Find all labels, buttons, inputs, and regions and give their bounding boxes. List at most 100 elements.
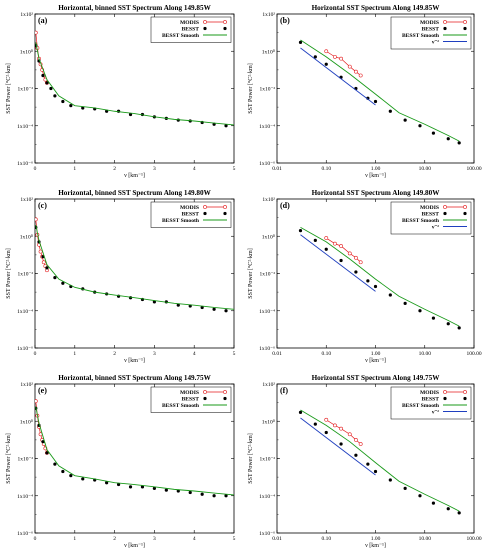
legend-label: BESST bbox=[182, 26, 200, 32]
y-tick-label: 1x10² bbox=[20, 12, 33, 18]
data-point-besst bbox=[176, 303, 180, 307]
y-tick-label: 1x10² bbox=[20, 197, 33, 203]
legend-marker bbox=[443, 390, 447, 394]
data-point-besst bbox=[366, 462, 370, 466]
x-tick-label: 0 bbox=[34, 536, 37, 542]
series-line-besst-smooth bbox=[300, 226, 460, 327]
y-tick-label: 1x10⁻⁴ bbox=[259, 124, 275, 130]
data-point-modis bbox=[333, 423, 337, 428]
legend-marker bbox=[223, 205, 227, 209]
data-point-besst bbox=[403, 486, 407, 490]
data-point-modis bbox=[333, 54, 337, 59]
y-tick-label: 1x10⁰ bbox=[262, 233, 276, 240]
legend-marker bbox=[463, 26, 467, 31]
y-tick-label: 1x10⁰ bbox=[262, 418, 276, 425]
data-point-modis bbox=[354, 255, 358, 260]
chart-title: Horizontal SST Spectrum Along 149.80W bbox=[312, 189, 441, 197]
chart-title: Horizontal SST Spectrum Along 149.75W bbox=[312, 374, 441, 382]
x-axis-label: ν [km⁻¹] bbox=[124, 543, 145, 549]
panel-f: Horizontal SST Spectrum Along 149.75W (f)… bbox=[247, 374, 482, 549]
data-point-besst bbox=[128, 112, 133, 117]
data-point-besst bbox=[431, 131, 436, 135]
legend-box bbox=[150, 386, 232, 413]
legend-box bbox=[150, 201, 232, 228]
data-point-besst bbox=[224, 494, 228, 498]
series-group bbox=[35, 30, 234, 128]
x-tick-label: 3 bbox=[153, 351, 156, 357]
legend-label: BESST Smooth bbox=[162, 218, 200, 224]
legend-marker bbox=[463, 390, 467, 394]
legend-marker bbox=[463, 396, 467, 401]
data-point-modis bbox=[339, 426, 343, 431]
x-tick-label: 4 bbox=[193, 536, 196, 542]
data-point-besst bbox=[45, 266, 49, 270]
legend-marker bbox=[463, 211, 467, 216]
data-point-modis bbox=[324, 236, 329, 240]
data-point-modis bbox=[324, 417, 329, 422]
legend-box bbox=[150, 16, 232, 43]
data-point-besst bbox=[324, 430, 328, 435]
y-tick-label: 1x10⁻⁴ bbox=[17, 494, 33, 500]
y-tick-label: 1x10⁻² bbox=[17, 272, 33, 278]
x-tick-label: 10.00 bbox=[419, 166, 432, 172]
legend-marker bbox=[463, 205, 467, 209]
x-tick-label: 5 bbox=[233, 166, 236, 172]
legend-label: MODIS bbox=[420, 390, 439, 396]
data-point-besst bbox=[140, 485, 145, 489]
legend-marker bbox=[203, 211, 207, 216]
x-tick-label: 0 bbox=[34, 351, 37, 357]
data-point-besst bbox=[457, 511, 461, 515]
data-point-besst bbox=[45, 81, 49, 85]
data-point-besst bbox=[224, 124, 228, 128]
x-tick-label: 1 bbox=[73, 536, 76, 542]
x-tick-label: 4 bbox=[193, 351, 196, 357]
legend-label: BESST Smooth bbox=[402, 33, 440, 39]
data-point-besst bbox=[457, 141, 461, 145]
y-axis-label: SST Power [°C²·km] bbox=[247, 63, 254, 113]
legend-label: BESST bbox=[422, 26, 440, 32]
legend-label: BESST bbox=[182, 211, 200, 217]
legend-label: BESST bbox=[182, 396, 200, 402]
x-axis-label: ν [km⁻¹] bbox=[365, 173, 386, 179]
panel-label: (a) bbox=[38, 16, 48, 25]
y-tick-label: 1x10⁰ bbox=[20, 418, 34, 425]
x-tick-label: 0.10 bbox=[321, 536, 331, 542]
y-axis-label: SST Power [°C²·km] bbox=[247, 433, 254, 483]
panel-label: (d) bbox=[280, 201, 290, 210]
data-point-modis bbox=[354, 69, 358, 74]
x-tick-label: 0.10 bbox=[321, 166, 331, 172]
data-point-besst bbox=[457, 326, 461, 330]
x-tick-label: 2 bbox=[113, 166, 116, 172]
legend-marker bbox=[203, 390, 207, 394]
series-line-power-law bbox=[300, 417, 376, 476]
x-tick-label: 10.00 bbox=[419, 536, 432, 542]
legend-marker bbox=[223, 390, 227, 394]
data-point-besst bbox=[61, 99, 65, 104]
legend-marker bbox=[203, 20, 207, 24]
data-point-modis bbox=[324, 49, 329, 54]
y-tick-label: 1x10⁻² bbox=[259, 457, 275, 463]
legend-marker bbox=[223, 20, 227, 24]
panel-c: Horizontal, binned SST Spectrum Along 14… bbox=[5, 189, 236, 364]
data-point-besst bbox=[61, 469, 65, 474]
data-point-modis bbox=[35, 217, 38, 222]
panel-b: Horizontal SST Spectrum Along 149.85W (b)… bbox=[247, 4, 482, 179]
data-point-besst bbox=[388, 478, 392, 482]
series-line-power-law bbox=[300, 234, 376, 292]
x-axis-label: ν [km⁻¹] bbox=[124, 173, 145, 179]
legend-label: MODIS bbox=[180, 205, 199, 211]
data-point-besst bbox=[41, 440, 45, 444]
series-line-besst-smooth bbox=[35, 406, 234, 496]
data-point-besst bbox=[69, 104, 73, 108]
data-point-besst bbox=[418, 309, 422, 313]
legend-marker bbox=[203, 205, 207, 209]
data-point-besst bbox=[49, 86, 53, 91]
y-tick-label: 1x10⁻⁴ bbox=[17, 309, 33, 315]
data-point-besst bbox=[212, 307, 216, 311]
panel-d: Horizontal SST Spectrum Along 149.80W (d)… bbox=[247, 189, 482, 364]
data-point-modis bbox=[358, 73, 363, 78]
x-tick-label: 0.01 bbox=[272, 166, 282, 172]
y-axis-label: SST Power [°C²·km] bbox=[247, 248, 254, 298]
